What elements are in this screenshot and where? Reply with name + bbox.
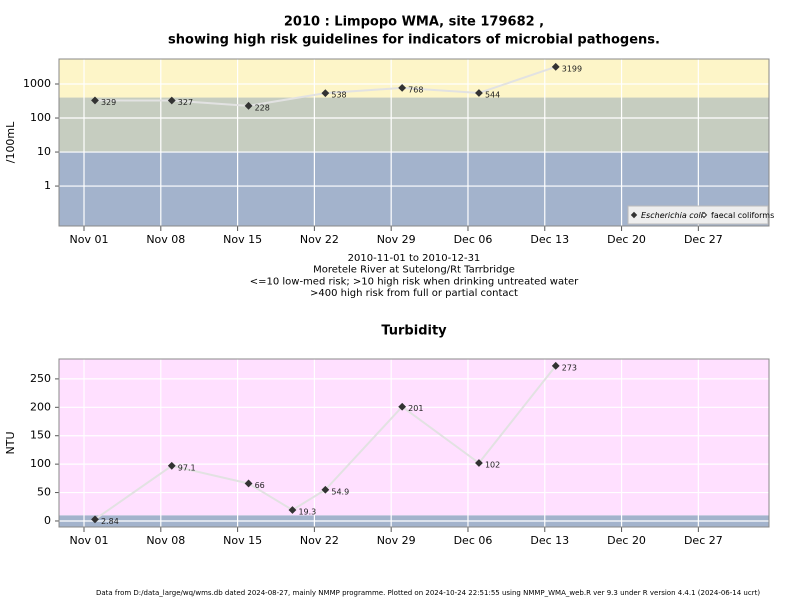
- data-point: [91, 515, 99, 524]
- data-label: 544: [485, 90, 500, 99]
- caption: 2010-11-01 to 2010-12-31: [348, 253, 481, 264]
- data-point: [551, 62, 560, 71]
- x-tick-label: Dec 06: [454, 233, 493, 246]
- y-tick-label: 1: [44, 179, 51, 192]
- plot-frame: [58, 358, 770, 528]
- caption: Moretele River at Sutelong/Rt Tarrbridge: [313, 265, 515, 276]
- legend-label: Escherichia coli: [641, 211, 704, 220]
- data-label: 102: [485, 461, 500, 470]
- y-tick-label: 250: [30, 372, 51, 385]
- data-label: 66: [255, 481, 265, 490]
- risk-band: [59, 97, 769, 153]
- data-point: [91, 96, 99, 105]
- data-point: [321, 89, 330, 98]
- y-tick-label: 50: [37, 486, 51, 499]
- x-tick-label: Dec 20: [607, 534, 646, 547]
- data-label: 327: [178, 98, 193, 107]
- y-tick-label: 10: [37, 145, 51, 158]
- y-tick-label: 100: [30, 111, 51, 124]
- x-tick-label: Dec 27: [684, 534, 723, 547]
- x-tick-label: Nov 29: [377, 534, 416, 547]
- x-tick-label: Nov 08: [146, 534, 185, 547]
- x-tick-label: Nov 01: [70, 534, 109, 547]
- y-tick-label: 100: [30, 457, 51, 470]
- caption: <=10 low-med risk; >10 high risk when dr…: [250, 276, 579, 287]
- chart-title: 2010 : Limpopo WMA, site 179682 ,: [284, 15, 544, 30]
- x-tick-label: Nov 08: [146, 233, 185, 246]
- x-tick-label: Nov 22: [300, 233, 339, 246]
- data-point: [475, 89, 483, 97]
- legend-marker: [630, 211, 638, 219]
- plot-frame: [58, 58, 770, 227]
- legend-marker: [700, 211, 708, 219]
- x-tick-label: Dec 13: [530, 233, 569, 246]
- data-label: 538: [331, 91, 346, 100]
- data-point: [398, 402, 407, 411]
- x-tick-label: Nov 15: [223, 534, 262, 547]
- x-tick-label: Nov 01: [70, 233, 109, 246]
- x-tick-label: Nov 15: [223, 233, 262, 246]
- data-point: [398, 83, 407, 92]
- y-tick-label: 0: [44, 514, 51, 527]
- data-point: [288, 506, 297, 514]
- risk-band: [59, 59, 769, 98]
- data-label: 329: [101, 98, 116, 107]
- data-label: 228: [255, 103, 270, 112]
- data-label: 768: [408, 85, 423, 94]
- y-tick-label: 1000: [23, 77, 51, 90]
- data-point: [167, 96, 176, 105]
- data-point: [167, 461, 176, 470]
- legend-box: [627, 205, 769, 225]
- chart-title: Turbidity: [381, 324, 447, 339]
- data-point: [244, 101, 253, 110]
- y-axis-label: NTU: [4, 432, 17, 455]
- x-tick-label: Dec 27: [684, 233, 723, 246]
- data-label: 3199: [562, 64, 582, 73]
- data-point: [475, 459, 483, 467]
- data-label: 54.9: [331, 487, 349, 496]
- series-line: [94, 365, 557, 521]
- data-label: 273: [562, 363, 577, 372]
- data-label: 201: [408, 404, 423, 413]
- x-tick-label: Dec 06: [454, 534, 493, 547]
- legend: Escherichia coli faecal coliforms: [627, 205, 774, 225]
- data-point: [551, 361, 560, 370]
- x-tick-label: Nov 22: [300, 534, 339, 547]
- risk-band: [59, 359, 769, 516]
- x-tick-label: Dec 20: [607, 233, 646, 246]
- data-label: 2.84: [101, 517, 119, 526]
- data-point: [244, 479, 253, 488]
- footer: Data from D:/data_large/wq/wms.db dated …: [96, 589, 760, 597]
- data-label: 97.1: [178, 463, 196, 472]
- x-tick-label: Dec 13: [530, 534, 569, 547]
- y-tick-label: 200: [30, 400, 51, 413]
- legend-label: faecal coliforms: [711, 211, 774, 220]
- chart-title: showing high risk guidelines for indicat…: [168, 33, 660, 48]
- y-tick-label: 150: [30, 429, 51, 442]
- data-label: 19.3: [298, 508, 316, 517]
- x-tick-label: Nov 29: [377, 233, 416, 246]
- caption: >400 high risk from full or partial cont…: [310, 288, 518, 299]
- data-point: [321, 485, 330, 494]
- y-axis-label: /100mL: [4, 121, 17, 163]
